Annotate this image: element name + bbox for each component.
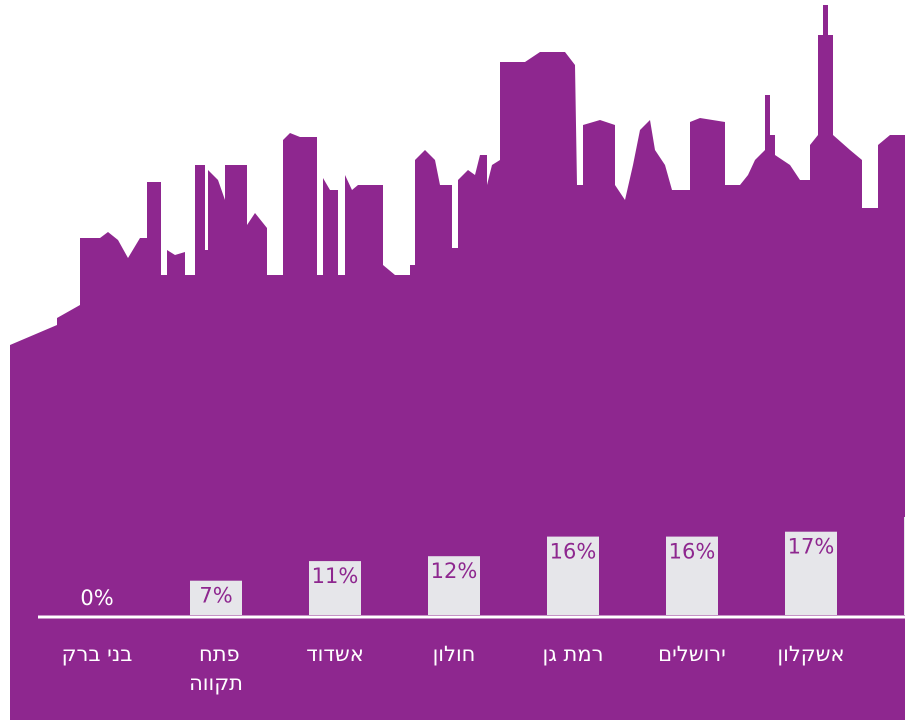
- x-tick-label: רמת גן: [543, 642, 604, 666]
- bar: [309, 561, 361, 615]
- value-label: 17%: [788, 535, 835, 559]
- bar: [190, 580, 242, 615]
- value-label: 7%: [199, 584, 232, 608]
- x-tick-label: פתח תקווה: [189, 642, 243, 695]
- value-label: 0%: [80, 586, 113, 610]
- x-tick-label: ירושלים: [658, 642, 726, 666]
- bar: [785, 531, 837, 615]
- x-tick-label: אשדוד: [306, 642, 364, 666]
- value-label: 16%: [550, 540, 597, 564]
- x-tick-label: בני ברק: [62, 642, 133, 666]
- bar: [428, 556, 480, 615]
- x-tick-label: חולון: [433, 642, 476, 666]
- value-label: 11%: [312, 564, 359, 588]
- x-tick-label: אשקלון: [777, 642, 844, 666]
- value-label: 16%: [669, 540, 716, 564]
- bar: [547, 536, 599, 615]
- bar: [666, 536, 718, 615]
- value-label: 12%: [431, 559, 478, 583]
